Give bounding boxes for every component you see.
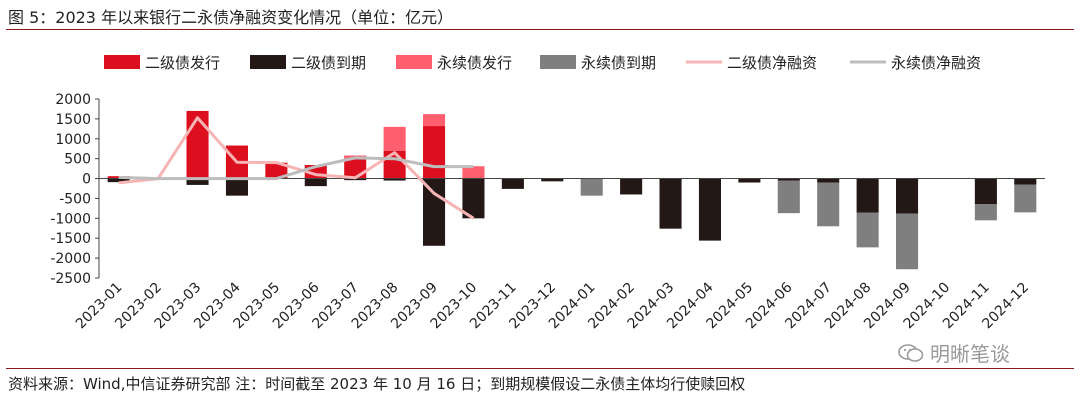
- y-tick-label: 0: [82, 172, 91, 188]
- wechat-icon: [898, 343, 924, 362]
- y-tick-label: -2000: [50, 251, 91, 267]
- bar: [1014, 178, 1037, 185]
- bar: [304, 178, 327, 187]
- bar: [462, 166, 485, 179]
- legend-item: 永续债净融资: [850, 54, 981, 72]
- y-tick-label: 1500: [55, 112, 91, 128]
- series-line: [118, 156, 474, 181]
- y-tick-label: -1500: [50, 231, 91, 247]
- bar: [107, 178, 130, 183]
- bar-line-chart: 2000 1500 1000 500 0 -500 -1000 -1500 -2000 -2500…: [50, 54, 1045, 332]
- bar: [423, 178, 446, 246]
- legend-item: 永续债发行: [396, 54, 512, 72]
- bar: [620, 178, 643, 195]
- bar: [817, 182, 840, 227]
- bar: [225, 178, 248, 196]
- y-tick-label: 2000: [55, 92, 91, 108]
- watermark: 明晰笔谈: [898, 338, 1010, 367]
- legend-label: 二级债净融资: [727, 54, 817, 72]
- y-tick-label: -2500: [50, 271, 91, 287]
- legend-swatch: [104, 55, 140, 69]
- bar: [974, 178, 997, 205]
- bar: [501, 178, 524, 189]
- legend-label: 永续债净融资: [891, 54, 981, 72]
- legend-label: 永续债发行: [437, 54, 512, 72]
- y-tick-label: -1000: [50, 211, 91, 227]
- bar: [423, 126, 446, 179]
- legend-swatch: [250, 55, 286, 69]
- bar: [265, 162, 288, 179]
- bar: [462, 178, 485, 219]
- bar: [777, 178, 800, 181]
- bar: [738, 178, 761, 183]
- legend-label: 永续债到期: [581, 54, 656, 72]
- bar: [344, 158, 367, 179]
- bar: [541, 178, 564, 182]
- source-note: 资料来源：Wind,中信证券研究部 注：时间截至 2023 年 10 月 16 …: [8, 375, 746, 393]
- bar: [383, 126, 406, 151]
- bar: [1014, 184, 1037, 213]
- legend-item: 二级债净融资: [686, 54, 817, 72]
- legend-swatch: [396, 55, 432, 69]
- bar: [896, 213, 919, 270]
- bar: [580, 178, 603, 196]
- bar: [896, 178, 919, 214]
- bar: [974, 204, 997, 221]
- legend-label: 二级债发行: [145, 54, 220, 72]
- legend-item: 永续债到期: [540, 54, 656, 72]
- bar: [344, 178, 367, 181]
- watermark-text: 明晰笔谈: [930, 342, 1010, 366]
- top-rule: [6, 29, 1074, 30]
- legend-label: 二级债到期: [291, 54, 366, 72]
- bar: [856, 212, 879, 248]
- bar: [186, 178, 209, 185]
- y-tick-label: 500: [64, 152, 91, 168]
- series-line: [118, 116, 475, 220]
- y-tick-label: -500: [59, 191, 91, 207]
- bar: [777, 180, 800, 214]
- bar: [698, 178, 721, 241]
- legend-item: 二级债到期: [250, 54, 366, 72]
- bar: [423, 114, 446, 127]
- legend-swatch: [540, 55, 576, 69]
- bar: [383, 178, 406, 181]
- bar: [383, 150, 406, 179]
- y-tick-label: 1000: [55, 132, 91, 148]
- bottom-rule: [6, 368, 1074, 369]
- bar: [186, 110, 209, 179]
- bar: [856, 178, 879, 213]
- bar: [659, 178, 682, 229]
- bar: [817, 178, 840, 183]
- legend-item: 二级债发行: [104, 54, 220, 72]
- chart-title: 图 5：2023 年以来银行二永债净融资变化情况（单位：亿元）: [8, 8, 454, 27]
